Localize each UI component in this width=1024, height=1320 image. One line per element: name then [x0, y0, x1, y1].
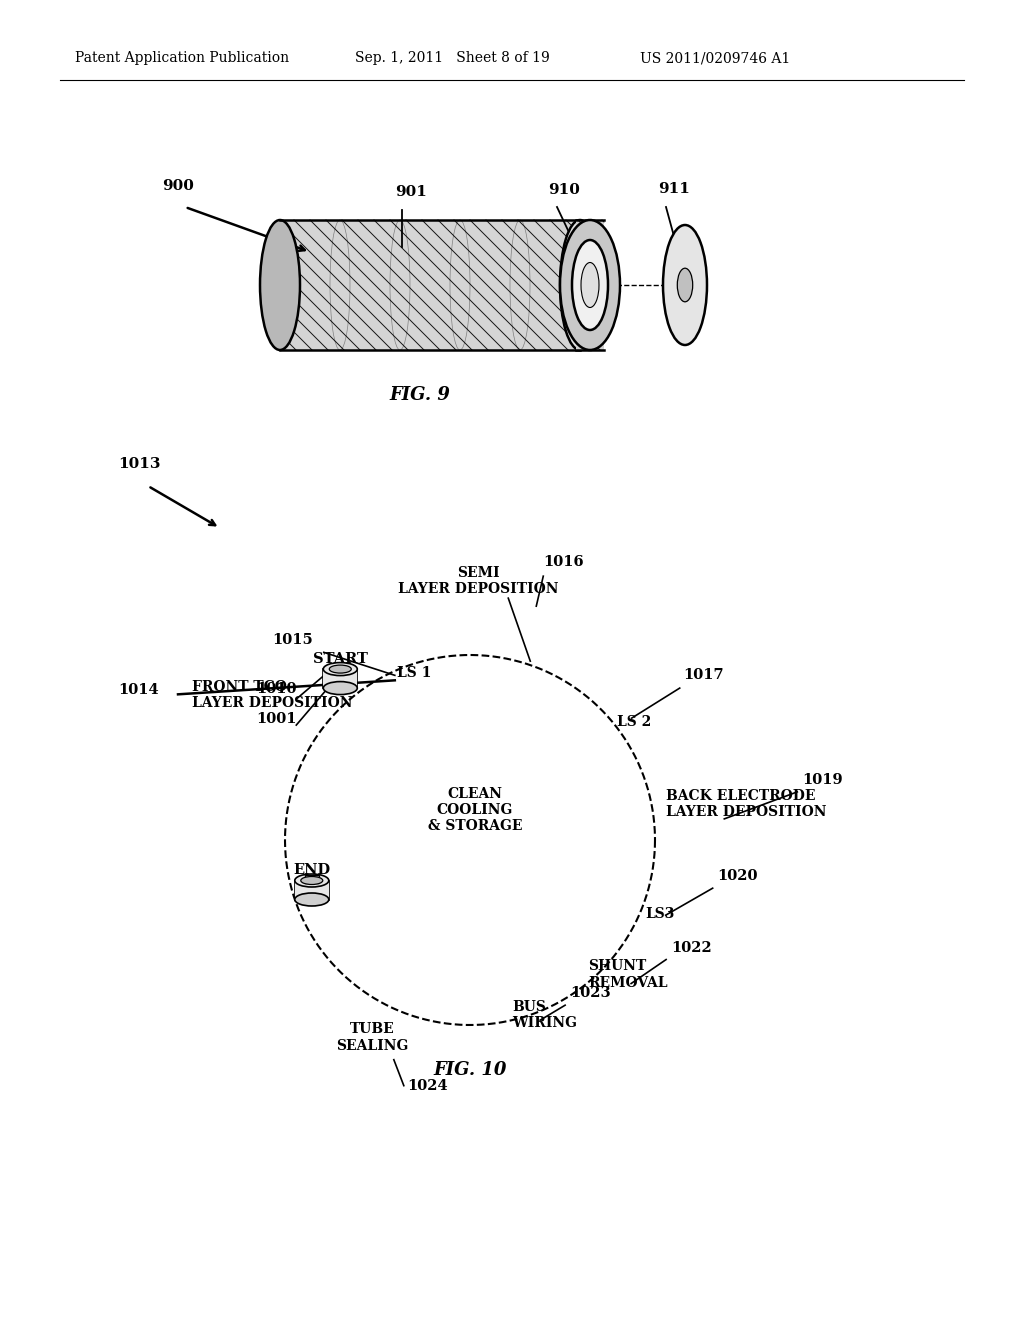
- Ellipse shape: [569, 249, 591, 321]
- Text: END: END: [293, 863, 331, 878]
- Text: 1020: 1020: [718, 869, 758, 883]
- Bar: [575, 220, 604, 350]
- Text: 901: 901: [395, 185, 427, 199]
- Text: 911: 911: [658, 182, 690, 195]
- Text: 1022: 1022: [671, 941, 712, 954]
- Ellipse shape: [324, 681, 357, 694]
- Ellipse shape: [663, 224, 707, 345]
- Ellipse shape: [324, 663, 357, 676]
- Text: 1023: 1023: [570, 986, 610, 1001]
- Text: 1014: 1014: [118, 684, 159, 697]
- Text: 1024: 1024: [407, 1078, 447, 1093]
- Bar: [280, 220, 580, 350]
- Text: LS 1: LS 1: [397, 667, 431, 680]
- Text: 1015: 1015: [271, 634, 312, 647]
- Text: 1019: 1019: [802, 774, 843, 787]
- Bar: [324, 669, 357, 688]
- Text: FIG. 10: FIG. 10: [433, 1061, 507, 1078]
- Ellipse shape: [560, 220, 600, 350]
- Ellipse shape: [295, 894, 329, 906]
- Text: BUS
WIRING: BUS WIRING: [512, 1001, 578, 1030]
- Text: 1010: 1010: [256, 682, 297, 696]
- Text: FRONT TCO
LAYER DEPOSITION: FRONT TCO LAYER DEPOSITION: [193, 680, 352, 710]
- Text: TUBE
SEALING: TUBE SEALING: [336, 1023, 408, 1052]
- Text: Sep. 1, 2011   Sheet 8 of 19: Sep. 1, 2011 Sheet 8 of 19: [355, 51, 550, 65]
- Ellipse shape: [560, 220, 620, 350]
- Bar: [305, 874, 318, 883]
- Text: LS 2: LS 2: [616, 715, 651, 729]
- Text: Patent Application Publication: Patent Application Publication: [75, 51, 289, 65]
- Bar: [295, 880, 329, 899]
- Text: SEMI
LAYER DEPOSITION: SEMI LAYER DEPOSITION: [398, 566, 558, 597]
- Ellipse shape: [260, 220, 300, 350]
- Ellipse shape: [301, 876, 323, 884]
- Ellipse shape: [581, 263, 599, 308]
- Text: 1016: 1016: [544, 556, 584, 569]
- Text: LS3: LS3: [646, 907, 675, 921]
- Ellipse shape: [295, 874, 329, 887]
- Text: 900: 900: [162, 180, 194, 193]
- Text: SHUNT
REMOVAL: SHUNT REMOVAL: [588, 960, 668, 990]
- Ellipse shape: [330, 665, 351, 673]
- Text: 1001: 1001: [256, 711, 297, 726]
- Ellipse shape: [572, 240, 608, 330]
- Text: START: START: [313, 652, 368, 667]
- Text: 1017: 1017: [684, 668, 724, 682]
- Text: CLEAN
COOLING
& STORAGE: CLEAN COOLING & STORAGE: [428, 787, 522, 833]
- Ellipse shape: [677, 268, 692, 302]
- Text: 910: 910: [548, 183, 580, 197]
- Text: US 2011/0209746 A1: US 2011/0209746 A1: [640, 51, 791, 65]
- Text: FIG. 9: FIG. 9: [389, 385, 451, 404]
- Text: BACK ELECTRODE
LAYER DEPOSITION: BACK ELECTRODE LAYER DEPOSITION: [667, 788, 826, 818]
- Text: 1013: 1013: [118, 457, 161, 471]
